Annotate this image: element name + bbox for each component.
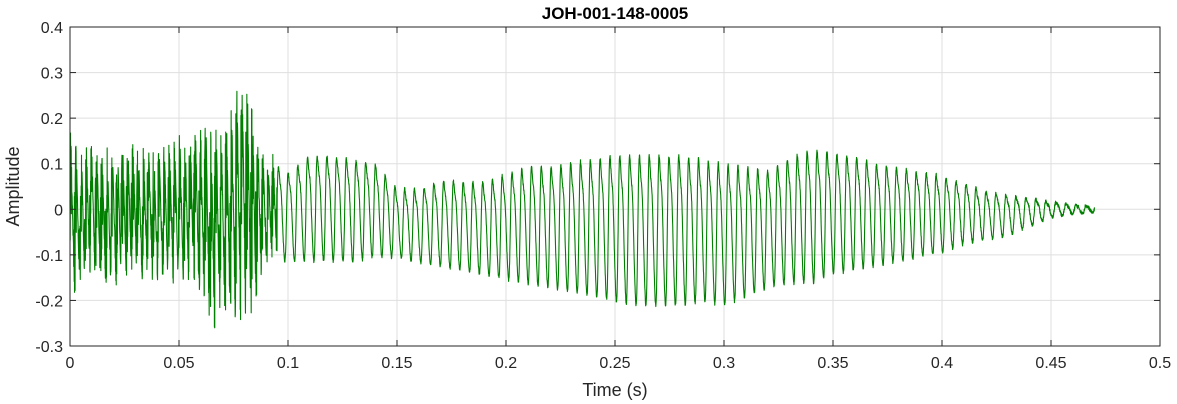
y-tick-label: 0	[54, 202, 63, 219]
x-tick-label: 0.15	[381, 355, 412, 372]
y-tick-label: 0.3	[41, 66, 63, 83]
chart-title: JOH-001-148-0005	[542, 4, 688, 23]
y-axis-label: Amplitude	[3, 146, 23, 226]
x-tick-label: 0	[66, 355, 75, 372]
x-tick-label: 0.35	[817, 355, 848, 372]
y-tick-label: -0.1	[35, 248, 63, 265]
y-tick-label: 0.4	[41, 20, 63, 37]
axis-ticks: 0 0.05 0.1 0.15 0.2 0.25 0.3 0.35 0.4 0.45 0.5 -0.3…	[35, 20, 1171, 372]
x-tick-label: 0.05	[163, 355, 194, 372]
x-tick-label: 0.3	[713, 355, 735, 372]
x-tick-label: 0.4	[931, 355, 953, 372]
y-tick-label: 0.2	[41, 111, 63, 128]
x-tick-label: 0.5	[1149, 355, 1171, 372]
x-tick-label: 0.1	[277, 355, 299, 372]
y-tick-label: -0.2	[35, 293, 63, 310]
x-tick-label: 0.2	[495, 355, 517, 372]
x-tick-label: 0.25	[599, 355, 630, 372]
y-tick-label: -0.3	[35, 339, 63, 356]
y-tick-label: 0.1	[41, 157, 63, 174]
x-axis-label: Time (s)	[582, 380, 647, 400]
waveform-series-line	[69, 90, 1095, 329]
x-tick-label: 0.45	[1035, 355, 1066, 372]
